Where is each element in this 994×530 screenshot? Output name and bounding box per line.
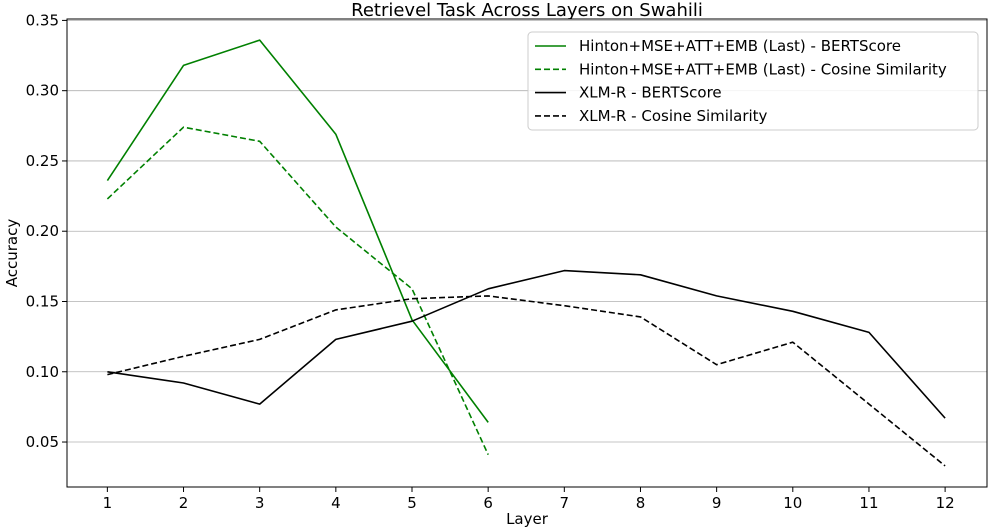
x-tick-label: 11 [859, 494, 878, 512]
plot-area-frame [66, 18, 988, 488]
x-tick-label: 8 [636, 494, 646, 512]
x-tick-label: 12 [936, 494, 955, 512]
legend-label: Hinton+MSE+ATT+EMB (Last) - BERTScore [579, 37, 901, 55]
legend: Hinton+MSE+ATT+EMB (Last) - BERTScore Hin… [527, 31, 979, 131]
y-tick-label: 0.35 [26, 11, 59, 29]
x-axis-title: Layer [506, 510, 549, 528]
series-lines [106, 39, 946, 467]
legend-label: XLM-R - BERTScore [579, 84, 722, 102]
y-tick-label: 0.15 [26, 292, 59, 310]
series-line-2 [106, 126, 489, 456]
x-tick-label: 9 [712, 494, 722, 512]
y-axis-title: Accuracy [3, 219, 21, 288]
chart-title: Retrievel Task Across Layers on Swahili [351, 0, 703, 21]
y-tick-label: 0.05 [26, 433, 59, 451]
legend-box [527, 31, 979, 131]
x-tick-label: 6 [483, 494, 493, 512]
y-tick-label: 0.20 [26, 222, 59, 240]
legend-label: XLM-R - Cosine Similarity [579, 107, 768, 125]
y-tick-label: 0.30 [26, 82, 59, 100]
x-tick-label: 3 [255, 494, 265, 512]
x-tick-label: 2 [179, 494, 189, 512]
y-axis-ticks: 0.05 0.10 0.15 0.20 0.25 0.30 0.35 [26, 11, 67, 451]
x-tick-label: 10 [783, 494, 802, 512]
x-tick-label: 5 [407, 494, 417, 512]
x-tick-label: 1 [103, 494, 113, 512]
x-tick-label: 4 [331, 494, 341, 512]
y-tick-label: 0.25 [26, 152, 59, 170]
series-line-3 [107, 269, 946, 419]
series-line-1 [106, 39, 489, 423]
x-axis-ticks: 1 2 3 4 5 6 7 8 9 10 11 12 [103, 487, 955, 512]
legend-label: Hinton+MSE+ATT+EMB (Last) - Cosine Simil… [579, 60, 947, 78]
series-line-4 [107, 295, 946, 467]
y-tick-label: 0.10 [26, 363, 59, 381]
gridlines [67, 20, 987, 443]
x-tick-label: 7 [560, 494, 570, 512]
